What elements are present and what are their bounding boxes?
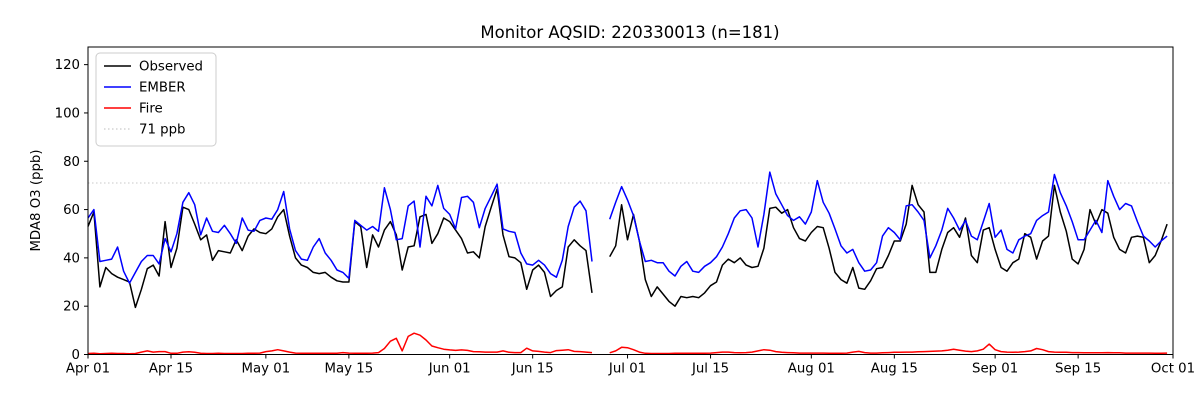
x-tick-label: May 15: [325, 362, 374, 377]
y-tick-label: 20: [63, 300, 80, 315]
y-tick-label: 80: [63, 155, 80, 170]
y-axis-label: MDA8 O3 (ppb): [29, 149, 44, 251]
legend-label-ember: EMBER: [139, 81, 186, 96]
plot-area: Apr 01 Apr 15 May 01 May 15 Jun 01 Jun 15 Jul …: [55, 46, 1195, 377]
x-tick-label: Jun 01: [428, 362, 471, 377]
y-axis: 0 20 40 60 80 100 120: [55, 58, 88, 363]
legend-label-fire: Fire: [139, 102, 163, 117]
x-tick-label: Jun 15: [511, 362, 554, 377]
ember-line: [87, 171, 1168, 284]
legend-label-71-ppb: 71 ppb: [139, 123, 185, 138]
legend-label-observed: Observed: [139, 60, 203, 75]
y-tick-label: 120: [55, 58, 80, 73]
chart-title: Monitor AQSID: 220330013 (n=181): [480, 23, 779, 42]
plot-frame: [87, 46, 1174, 355]
x-tick-label: Apr 15: [149, 362, 193, 377]
y-tick-label: 40: [63, 251, 80, 266]
x-tick-label: May 01: [242, 362, 291, 377]
x-tick-label: Jul 15: [691, 362, 729, 377]
y-tick-label: 0: [72, 348, 80, 363]
fire-line: [87, 332, 1168, 355]
legend: Observed EMBER Fire 71 ppb: [95, 52, 217, 147]
observed-line: [87, 184, 1168, 309]
x-tick-label: Apr 01: [66, 362, 110, 377]
x-tick-label: Aug 01: [788, 362, 835, 377]
x-tick-label: Jul 01: [608, 362, 646, 377]
x-tick-label: Aug 15: [871, 362, 918, 377]
y-tick-label: 60: [63, 203, 80, 218]
x-tick-label: Sep 15: [1055, 362, 1101, 377]
y-tick-label: 100: [55, 106, 80, 121]
legend-box: [95, 52, 217, 147]
x-tick-label: Sep 01: [972, 362, 1018, 377]
x-axis: Apr 01 Apr 15 May 01 May 15 Jun 01 Jun 15 Jul …: [66, 354, 1195, 377]
x-tick-label: Oct 01: [1151, 362, 1195, 377]
